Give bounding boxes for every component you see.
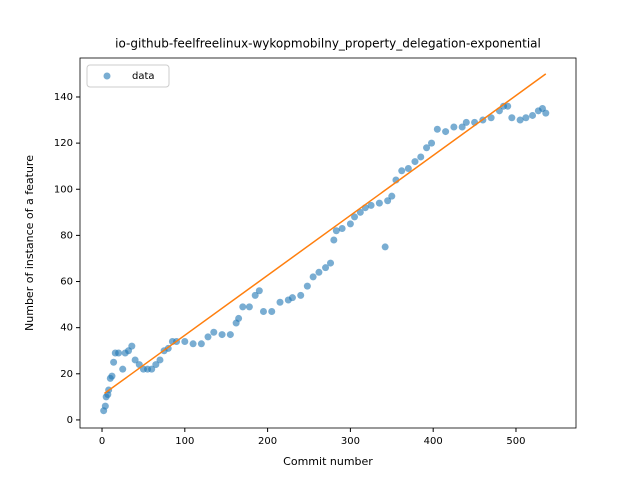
data-point [276, 298, 284, 306]
data-point [189, 340, 197, 348]
data-point [303, 282, 311, 290]
data-point [384, 197, 392, 205]
data-point [417, 153, 425, 161]
data-point [251, 291, 259, 299]
data-point [204, 333, 212, 341]
data-point [110, 358, 118, 366]
y-tick-label: 100 [54, 184, 73, 195]
data-point [288, 294, 296, 302]
data-point [398, 167, 406, 175]
data-point [268, 308, 276, 316]
data-point [330, 236, 338, 244]
fit-line [104, 73, 547, 395]
data-point [101, 402, 109, 410]
data-point [504, 102, 512, 110]
data-point [245, 303, 253, 311]
y-axis-label: Number of instance of a feature [23, 155, 36, 331]
y-tick-label: 20 [60, 369, 73, 380]
y-tick-label: 80 [60, 230, 73, 241]
chart-title: io-github-feelfreelinux-wykopmobilny_pro… [115, 37, 541, 51]
data-point [388, 192, 396, 200]
data-point [322, 264, 330, 272]
data-point [226, 331, 234, 339]
data-point [259, 308, 267, 316]
data-point [375, 199, 383, 207]
data-point [487, 114, 495, 122]
data-point [108, 372, 116, 380]
data-point [255, 287, 263, 295]
data-point [450, 123, 458, 131]
data-point [156, 356, 164, 364]
data-point [115, 349, 123, 357]
data-point [411, 158, 419, 166]
data-point [239, 303, 247, 311]
data-point [516, 116, 524, 124]
data-point [181, 337, 189, 345]
data-point [128, 342, 136, 350]
x-axis-label: Commit number [283, 455, 373, 468]
data-point [367, 201, 375, 209]
data-point [197, 340, 205, 348]
plot-frame [79, 57, 577, 429]
x-tick-label: 200 [258, 436, 277, 447]
y-tick-label: 60 [60, 277, 73, 288]
y-tick-label: 120 [54, 138, 73, 149]
legend-label: data [132, 71, 155, 82]
y-tick-label: 40 [60, 323, 73, 334]
y-tick-label: 140 [54, 92, 73, 103]
data-point [338, 224, 346, 232]
data-point [235, 314, 243, 322]
data-point [462, 118, 470, 126]
data-point [404, 164, 412, 172]
data-point [327, 259, 335, 267]
data-point [148, 365, 156, 373]
x-tick-label: 400 [424, 436, 443, 447]
data-point [346, 220, 354, 228]
data-point [423, 144, 431, 152]
data-point [218, 331, 226, 339]
data-point [210, 328, 218, 336]
data-point [297, 291, 305, 299]
data-point [542, 109, 550, 117]
x-tick-label: 500 [506, 436, 525, 447]
x-tick-label: 100 [175, 436, 194, 447]
data-point [508, 114, 516, 122]
data-point [442, 128, 450, 136]
x-tick-label: 0 [99, 436, 105, 447]
legend-box [86, 64, 170, 88]
legend-marker [103, 72, 111, 80]
data-point [428, 139, 436, 147]
x-tick-label: 300 [341, 436, 360, 447]
data-point [381, 243, 389, 251]
data-point [119, 365, 127, 373]
data-point [152, 361, 160, 369]
data-point [529, 111, 537, 119]
y-tick-label: 0 [67, 415, 73, 426]
data-point [433, 125, 441, 133]
data-point [351, 213, 359, 221]
data-point [332, 227, 340, 235]
data-point [131, 356, 139, 364]
data-point [522, 114, 530, 122]
data-point [356, 208, 364, 216]
data-point [315, 268, 323, 276]
data-point [309, 273, 317, 281]
data-point [458, 123, 466, 131]
